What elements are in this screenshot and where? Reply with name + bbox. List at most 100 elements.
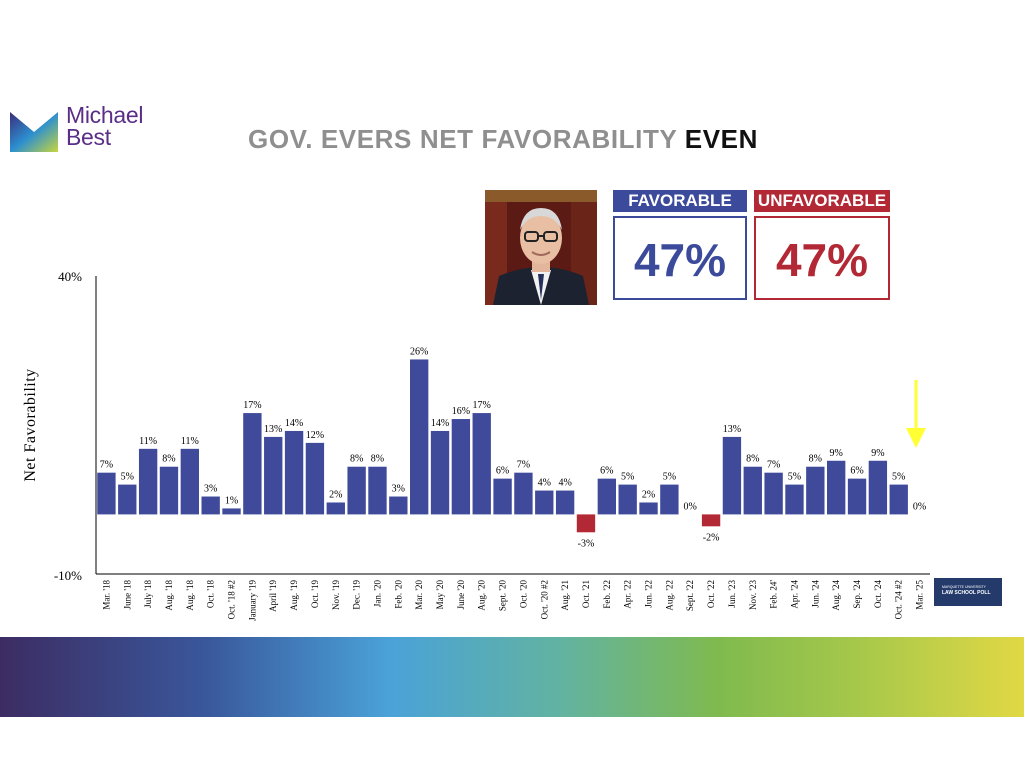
bar-2 (138, 448, 158, 515)
bar-26 (639, 502, 658, 515)
bar-38 (889, 484, 908, 515)
data-label-20: 7% (517, 460, 530, 471)
category-label-15: Mar. '20 (414, 580, 424, 610)
data-label-31: 8% (746, 454, 759, 465)
badge-line-1: MARQUETTE UNIVERSITY (942, 585, 986, 589)
bar-25 (618, 484, 637, 515)
data-label-22: 4% (558, 478, 571, 489)
category-label-9: Aug. '19 (289, 580, 299, 611)
data-labels-group: 7%5%11%8%11%3%1%17%13%14%12%2%8% 8%3%26%1… (100, 346, 927, 549)
bar-9 (284, 430, 304, 515)
bar-14 (389, 496, 408, 515)
favorable-label: FAVORABLE (613, 190, 747, 212)
data-label-7: 17% (243, 400, 261, 411)
category-label-23: Oct. '21 (581, 580, 591, 608)
bars-group (97, 359, 908, 533)
data-label-16: 14% (431, 418, 449, 429)
data-label-15: 26% (410, 346, 428, 357)
title-accent: EVEN (684, 124, 758, 154)
category-label-28: Sept. '22 (685, 580, 695, 611)
category-label-0: Mar. '18 (101, 580, 111, 610)
data-label-18: 17% (473, 400, 491, 411)
bar-7 (243, 413, 262, 515)
category-label-36: Sep. '24 (852, 580, 862, 609)
data-label-33: 5% (788, 472, 801, 483)
logo-text: Michael Best (66, 102, 144, 149)
category-label-35: Aug. '24 (831, 580, 841, 611)
data-label-10: 12% (306, 430, 324, 441)
data-label-3: 8% (162, 454, 175, 465)
bar-29 (701, 514, 721, 527)
category-label-24: Feb. '22 (602, 580, 612, 609)
category-label-5: Oct. '18 (206, 580, 216, 609)
data-label-35: 9% (829, 448, 842, 459)
title-main: GOV. EVERS NET FAVORABILITY (248, 124, 685, 154)
category-label-14: Feb. '20 (393, 580, 403, 609)
category-label-32: Feb. 24' (769, 580, 779, 609)
category-label-3: Aug. '18 (164, 580, 174, 611)
category-label-19: Sept. '20 (498, 580, 508, 612)
bar-34 (806, 466, 825, 515)
bar-4 (180, 448, 199, 515)
data-label-9: 14% (285, 418, 303, 429)
unfavorable-label: UNFAVORABLE (754, 190, 890, 212)
category-label-6: Oct. '18 #2 (227, 580, 237, 619)
category-label-11: Nov. '19 (331, 580, 341, 611)
category-label-7: January '19 (247, 580, 257, 621)
category-label-21: Oct. '20 #2 (539, 580, 549, 619)
bar-1 (118, 484, 137, 515)
data-label-30: 13% (723, 424, 741, 435)
data-label-13: 8% (371, 454, 384, 465)
category-label-33: Apr. '24 (789, 580, 799, 609)
category-label-20: Oct. '20 (518, 580, 528, 609)
data-label-8: 13% (264, 424, 282, 435)
bar-15 (410, 359, 429, 515)
bar-37 (868, 460, 888, 515)
data-label-26: 2% (642, 489, 655, 500)
poll-badge: MARQUETTE UNIVERSITY LAW SCHOOL POLL (934, 578, 1002, 606)
category-label-13: Jan. '20 (372, 580, 382, 608)
y-tick-bottom: -10% (54, 568, 82, 583)
bar-33 (785, 484, 804, 515)
category-label-1: June '18 (122, 580, 132, 610)
data-label-29: -2% (703, 532, 720, 543)
data-label-34: 8% (809, 454, 822, 465)
data-label-5: 3% (204, 484, 217, 495)
category-label-38: Oct. '24 #2 (894, 580, 904, 619)
category-label-37: Oct. '24 (873, 580, 883, 609)
category-label-2: July '18 (143, 580, 153, 608)
net-favorability-chart: 7%5%11%8%11%3%1%17%13%14%12%2%8% 8%3%26%1… (22, 269, 930, 621)
data-label-38: 5% (892, 472, 905, 483)
governor-photo (485, 190, 597, 305)
category-label-16: May '20 (435, 580, 445, 610)
data-label-11: 2% (329, 489, 342, 500)
data-label-39: 0% (913, 501, 926, 512)
data-label-24: 6% (600, 466, 613, 477)
category-label-29: Oct. '22 (706, 580, 716, 608)
category-label-39: Mar. '25 (915, 580, 925, 610)
bar-11 (326, 502, 345, 515)
bar-27 (660, 484, 679, 515)
data-label-36: 6% (850, 466, 863, 477)
bar-3 (159, 466, 179, 515)
badge-line-2: LAW SCHOOL POLL (942, 590, 991, 596)
logo-line-1: Michael (66, 102, 144, 128)
bar-0 (97, 472, 116, 515)
category-label-26: Jun. '22 (644, 580, 654, 608)
logo-mark-icon (10, 112, 58, 152)
bar-5 (201, 496, 220, 515)
data-label-12: 8% (350, 454, 363, 465)
data-label-4: 11% (181, 436, 199, 447)
category-label-30: Jun. '23 (727, 580, 737, 608)
category-label-18: Aug. '20 (477, 580, 487, 611)
data-label-2: 11% (139, 436, 157, 447)
category-label-27: Aug. '22 (664, 580, 674, 611)
y-axis-label: Net Favorability (22, 368, 39, 481)
bar-13 (368, 466, 387, 515)
data-label-28: 0% (684, 501, 697, 512)
bar-12 (347, 466, 366, 515)
data-label-0: 7% (100, 460, 113, 471)
data-label-25: 5% (621, 472, 634, 483)
favorable-value: 47% (613, 216, 747, 300)
category-label-25: Apr. '22 (623, 580, 633, 609)
